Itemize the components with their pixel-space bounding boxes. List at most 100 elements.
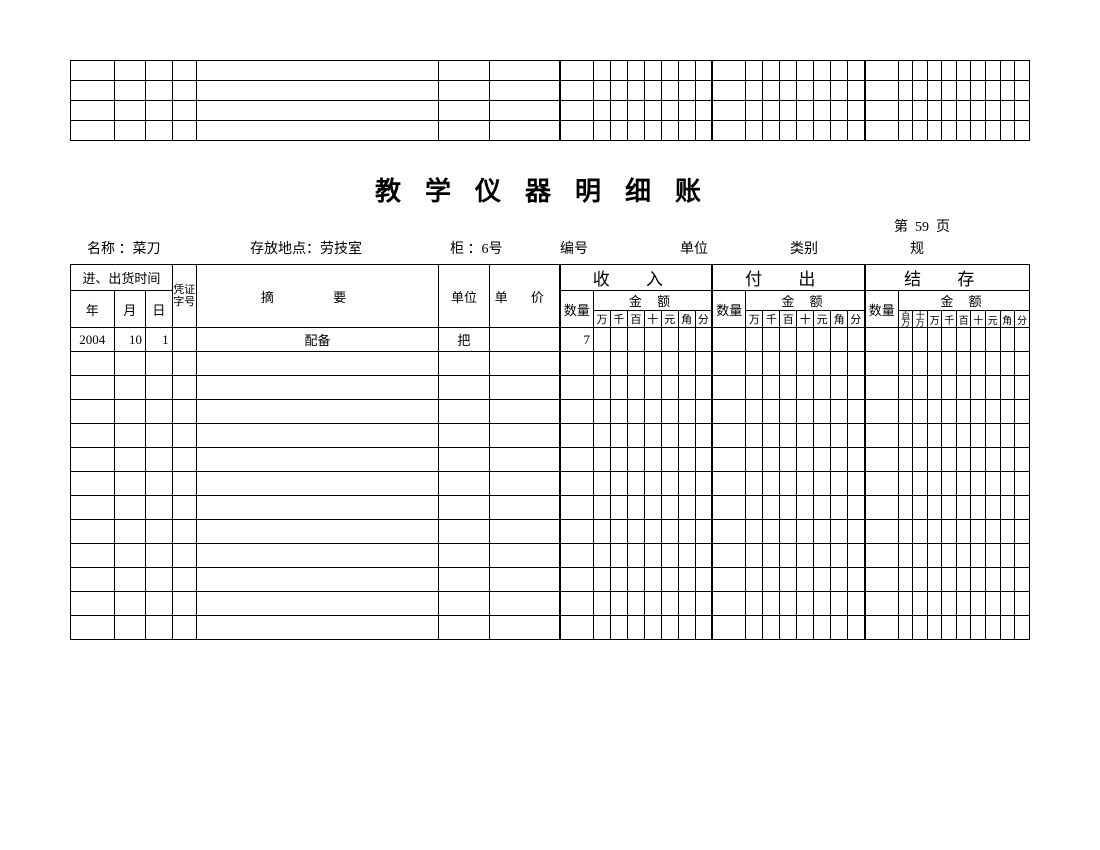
cell	[172, 424, 196, 448]
cell	[489, 424, 559, 448]
cell	[927, 544, 942, 568]
cell	[695, 520, 712, 544]
cell	[956, 352, 971, 376]
cell	[627, 61, 644, 81]
table-row	[71, 616, 1030, 640]
cell	[971, 496, 986, 520]
cell	[1000, 568, 1015, 592]
cell	[114, 496, 145, 520]
hdr-month: 月	[114, 291, 145, 328]
cell	[627, 400, 644, 424]
cell	[848, 328, 865, 352]
cell	[695, 424, 712, 448]
cell	[848, 616, 865, 640]
cell	[644, 61, 661, 81]
cell	[780, 592, 797, 616]
cell	[712, 520, 746, 544]
cell	[610, 592, 627, 616]
cell	[780, 424, 797, 448]
cell	[146, 592, 173, 616]
cell	[560, 101, 594, 121]
hdr-d: 十	[971, 311, 986, 328]
hdr-out-amount: 金 额	[746, 291, 865, 311]
cell	[695, 592, 712, 616]
table-row	[71, 496, 1030, 520]
cell	[1000, 520, 1015, 544]
cell	[71, 616, 115, 640]
cell	[898, 496, 913, 520]
cell	[956, 448, 971, 472]
table-row	[71, 376, 1030, 400]
cell	[712, 424, 746, 448]
cell	[627, 121, 644, 141]
cell	[627, 81, 644, 101]
cell	[439, 61, 490, 81]
cell	[71, 61, 115, 81]
cell	[1015, 448, 1030, 472]
cell	[146, 496, 173, 520]
cell	[560, 81, 594, 101]
cell	[927, 81, 942, 101]
cell	[898, 376, 913, 400]
cell	[593, 520, 610, 544]
name-value: 菜刀	[133, 242, 161, 257]
cell	[831, 472, 848, 496]
cell	[114, 544, 145, 568]
cell	[593, 400, 610, 424]
cell	[797, 328, 814, 352]
cell	[678, 568, 695, 592]
cell	[913, 352, 928, 376]
cell	[1000, 424, 1015, 448]
cell	[1000, 101, 1015, 121]
cell	[439, 616, 490, 640]
table-row	[71, 400, 1030, 424]
hdr-voucher: 凭证字号	[172, 265, 196, 328]
cell	[114, 352, 145, 376]
cell	[985, 400, 1000, 424]
cell	[865, 328, 899, 352]
cell	[489, 496, 559, 520]
cell	[196, 61, 438, 81]
cell	[797, 81, 814, 101]
cell	[1000, 121, 1015, 141]
cell	[942, 352, 957, 376]
cell	[848, 400, 865, 424]
cell	[848, 448, 865, 472]
hdr-out-qty: 数量	[712, 291, 746, 328]
cell	[661, 520, 678, 544]
cell	[942, 496, 957, 520]
cell	[172, 376, 196, 400]
cell	[971, 121, 986, 141]
unit-label: 单位	[680, 242, 708, 257]
cell	[763, 328, 780, 352]
cell	[780, 496, 797, 520]
cell	[971, 376, 986, 400]
cell	[695, 568, 712, 592]
cell	[560, 424, 594, 448]
cell	[898, 592, 913, 616]
cell	[848, 496, 865, 520]
cell	[848, 81, 865, 101]
cell	[644, 121, 661, 141]
cell	[898, 472, 913, 496]
cell	[695, 448, 712, 472]
cell	[985, 592, 1000, 616]
cell	[439, 352, 490, 376]
cell	[695, 328, 712, 352]
cell	[746, 81, 763, 101]
table-row	[71, 352, 1030, 376]
cell	[439, 424, 490, 448]
cell	[1015, 616, 1030, 640]
info-row: 名称 ：菜刀 存放地点：劳技室 柜 ：6号 编号 单位 类别 规	[60, 238, 1040, 264]
cell	[831, 81, 848, 101]
cell	[814, 121, 831, 141]
cell	[942, 592, 957, 616]
cell	[913, 101, 928, 121]
cell	[985, 448, 1000, 472]
cell	[971, 544, 986, 568]
hdr-d: 万	[927, 311, 942, 328]
cell	[780, 61, 797, 81]
cell	[644, 101, 661, 121]
cell	[560, 496, 594, 520]
cell	[627, 376, 644, 400]
